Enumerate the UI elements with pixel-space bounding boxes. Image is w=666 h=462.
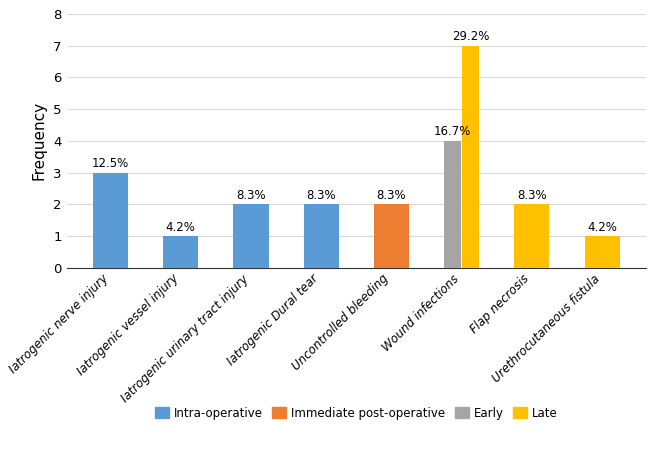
Bar (93, 173, 128, 268)
Text: 16.7%: 16.7% (434, 125, 472, 139)
Legend: Intra-operative, Immediate post-operative, Early, Late: Intra-operative, Immediate post-operativ… (155, 407, 557, 419)
Bar (163, 236, 198, 268)
Text: 8.3%: 8.3% (236, 189, 266, 202)
Bar (462, 46, 480, 268)
Bar (304, 205, 339, 268)
Text: 8.3%: 8.3% (306, 189, 336, 202)
Text: 8.3%: 8.3% (376, 189, 406, 202)
Text: 4.2%: 4.2% (587, 221, 617, 234)
Text: 12.5%: 12.5% (92, 157, 129, 170)
Bar (585, 236, 619, 268)
Text: 29.2%: 29.2% (452, 30, 490, 43)
Text: 4.2%: 4.2% (166, 221, 196, 234)
Bar (374, 205, 409, 268)
Bar (514, 205, 549, 268)
Bar (233, 205, 268, 268)
Y-axis label: Frequency: Frequency (31, 101, 47, 181)
Bar (444, 141, 461, 268)
Text: 8.3%: 8.3% (517, 189, 547, 202)
